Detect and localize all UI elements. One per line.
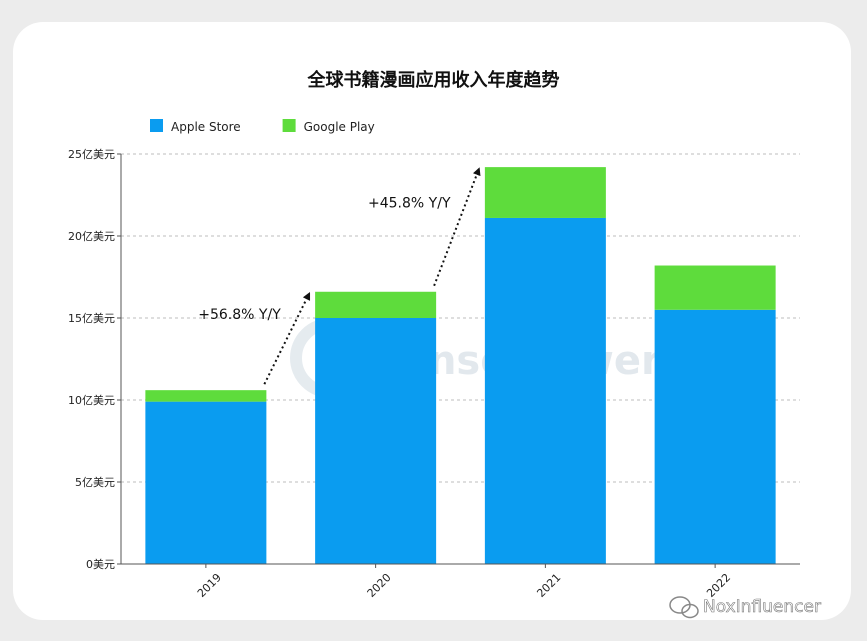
growth-arrow bbox=[433, 167, 481, 287]
legend-swatch bbox=[282, 119, 296, 132]
bar-segment bbox=[484, 167, 606, 218]
bar-segment bbox=[654, 309, 776, 564]
bar-segment bbox=[145, 390, 267, 402]
bar-segment bbox=[654, 265, 776, 310]
legend-label: Google Play bbox=[304, 120, 375, 134]
annotations: +56.8% Y/Y +45.8% Y/Y bbox=[198, 167, 481, 385]
bar-segment bbox=[315, 291, 437, 318]
legend-label: Apple Store bbox=[171, 120, 241, 134]
x-tick-label: 2020 bbox=[365, 571, 394, 600]
growth-label: +45.8% Y/Y bbox=[368, 195, 451, 211]
legend: Apple Store Google Play bbox=[150, 119, 375, 134]
chart-title: 全球书籍漫画应用收入年度趋势 bbox=[307, 70, 560, 91]
y-tick-label: 15亿美元 bbox=[68, 312, 115, 325]
credit-text: NoxInfluencer bbox=[703, 597, 821, 617]
x-tick-label: 2021 bbox=[534, 571, 563, 600]
bars bbox=[145, 167, 776, 564]
growth-label: +56.8% Y/Y bbox=[198, 307, 281, 323]
axes: 0美元 5亿美元 10亿美元 15亿美元 20亿美元 25亿美元 2019 2020 2021 2… bbox=[68, 148, 800, 600]
wechat-icon bbox=[669, 596, 699, 619]
y-tick-label: 25亿美元 bbox=[68, 148, 115, 161]
y-tick-label: 0美元 bbox=[86, 558, 115, 571]
x-tick-label: 2022 bbox=[704, 571, 733, 600]
x-tick-label: 2019 bbox=[195, 571, 224, 600]
y-tick-label: 5亿美元 bbox=[75, 476, 115, 489]
bar-segment bbox=[484, 217, 606, 564]
bar-segment bbox=[145, 401, 267, 564]
growth-arrow bbox=[263, 291, 311, 385]
credit: NoxInfluencer bbox=[669, 596, 821, 619]
legend-swatch bbox=[150, 119, 163, 132]
bar-segment bbox=[315, 318, 437, 564]
y-tick-label: 10亿美元 bbox=[68, 394, 115, 407]
y-tick-label: 20亿美元 bbox=[68, 230, 115, 243]
